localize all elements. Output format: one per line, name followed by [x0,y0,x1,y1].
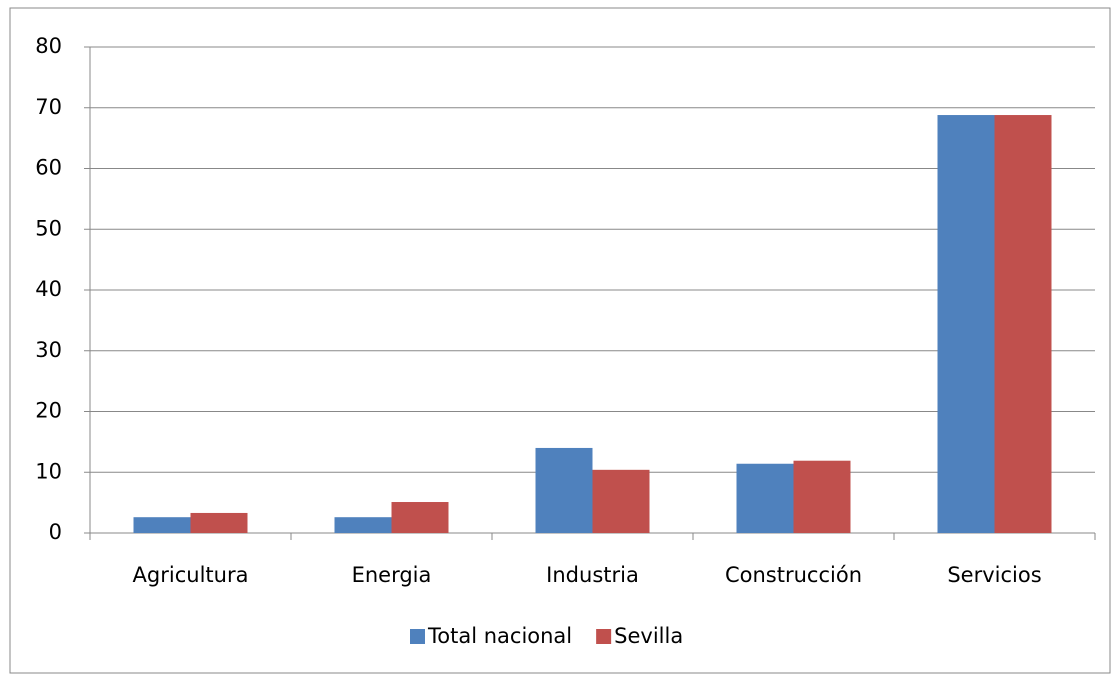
x-tick-label: Agricultura [133,563,249,587]
bar [793,460,851,533]
bar [994,115,1052,533]
bar [937,115,995,533]
y-tick-label: 10 [35,459,62,483]
legend-swatch [410,629,425,644]
bar [133,517,191,533]
bar [592,469,650,533]
y-tick-label: 60 [35,156,62,180]
y-tick-label: 70 [35,95,62,119]
legend-label: Sevilla [614,624,683,648]
x-tick-label: Servicios [947,563,1041,587]
legend-swatch [596,629,612,644]
x-tick-label: Construcción [725,563,862,587]
legend-label: Total nacional [427,624,572,648]
chart-frame [9,7,1111,674]
y-tick-label: 0 [49,520,62,544]
bar [391,502,449,533]
bar [334,517,392,533]
y-tick-label: 40 [35,277,62,301]
x-tick-label: Industria [546,563,639,587]
bar [736,463,794,533]
bar [190,512,248,533]
y-tick-label: 50 [35,216,62,240]
y-tick-label: 20 [35,399,62,423]
bar [535,447,593,533]
y-tick-label: 30 [35,338,62,362]
x-tick-label: Energia [352,563,432,587]
y-tick-label: 80 [35,34,62,58]
